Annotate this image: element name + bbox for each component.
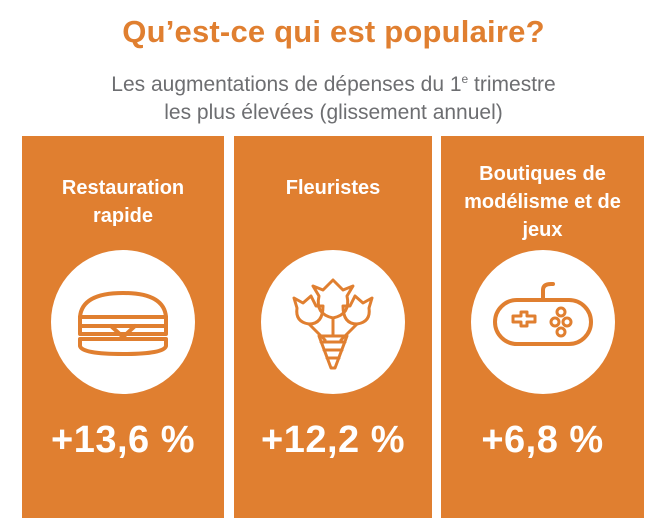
card-title: Fleuristes [285,177,381,199]
card-value: +13,6 % [51,419,195,461]
icon-circle [471,250,615,394]
icon-circle [51,250,195,394]
card-fast-food: Restauration rapide +13,6 % [22,136,224,518]
subtitle-line-1: Les augmentations de dépenses du 1e trim… [0,64,667,100]
subtitle-text: Les augmentations de dépenses du 1 [111,73,462,96]
card-value: +12,2 % [261,419,405,461]
burger-icon [78,291,168,356]
subtitle-line-2: les plus élevées (glissement annuel) [164,101,503,124]
card-title: Boutiques de modélisme et de jeux [464,163,621,241]
flower-bouquet-icon [292,278,374,370]
card-hobby-game-stores: Boutiques de modélisme et de jeux +6,8 % [441,136,644,518]
card-title: Restauration rapide [61,177,185,227]
page-title: Qu’est-ce qui est populaire? [122,14,545,49]
card-value: +6,8 % [481,419,604,461]
subtitle-text-end: trimestre [468,73,556,96]
card-florists: Fleuristes +12,2 % [234,136,432,518]
ordinal-superscript: e [461,72,469,86]
game-controller-icon [493,282,593,346]
icon-circle [261,250,405,394]
